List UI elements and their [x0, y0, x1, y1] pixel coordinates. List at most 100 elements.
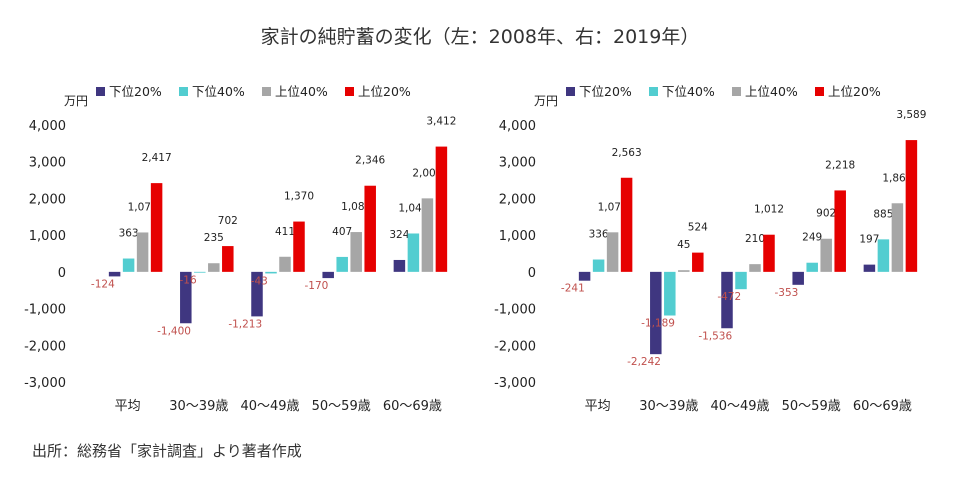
bar: [364, 185, 376, 272]
chart-2019: 万円 4,000 3,000 2,000 1,000 0 -1,000 -2,000 -3,00…: [480, 80, 950, 420]
y-axis-unit: 万円: [534, 94, 558, 108]
legend-label: 下位40%: [192, 84, 245, 99]
data-label: 45: [677, 239, 690, 251]
x-category-label: 50～59歳: [782, 399, 841, 414]
y-tick-label: 3,000: [499, 156, 536, 171]
x-category-label: 平均: [585, 399, 611, 414]
chart-svg: 万円 4,000 3,000 2,000 1,000 0 -1,000 -2,000 -3,00…: [24, 84, 456, 414]
y-tick-label: 3,000: [29, 156, 66, 171]
data-label: -170: [305, 280, 329, 292]
legend-label: 上位40%: [745, 84, 798, 99]
data-label: 336: [589, 229, 609, 241]
bar: [336, 256, 348, 272]
bar: [877, 239, 890, 272]
data-label: 2,417: [142, 152, 172, 164]
data-label: 902: [816, 208, 836, 220]
bar: [891, 203, 904, 272]
figure-title: 家計の純貯蓄の変化（左：2008年、右：2019年）: [260, 26, 700, 48]
bar: [222, 246, 234, 272]
y-tick-label: 4,000: [499, 119, 536, 134]
data-label: 2,563: [612, 147, 642, 159]
bar: [407, 233, 420, 272]
legend-swatch: [179, 87, 188, 96]
data-label: 2,218: [825, 159, 855, 171]
x-category-label: 40～49歳: [710, 399, 769, 414]
bar: [792, 271, 804, 285]
y-tick-label: -1,000: [24, 303, 66, 318]
y-tick-label: 0: [58, 266, 66, 281]
bar: [592, 259, 605, 272]
bar: [180, 271, 192, 324]
bar: [122, 258, 135, 272]
y-tick-label: -3,000: [24, 376, 66, 391]
legend-swatch: [649, 87, 658, 96]
chart-svg: 万円 4,000 3,000 2,000 1,000 0 -1,000 -2,000 -3,00…: [494, 84, 926, 414]
bar: [279, 256, 291, 272]
data-label: -1,536: [698, 330, 732, 342]
bar: [806, 262, 818, 272]
data-label: 885: [873, 208, 893, 220]
data-label: 1,012: [754, 204, 784, 216]
y-tick-label: 1,000: [499, 229, 536, 244]
bar: [265, 271, 277, 274]
bar: [293, 221, 305, 272]
y-tick-label: -2,000: [24, 339, 66, 354]
bar: [650, 271, 662, 355]
data-label: -16: [179, 274, 196, 286]
bar: [820, 238, 832, 272]
data-label: -1,400: [157, 325, 191, 337]
bar: [421, 198, 434, 272]
x-category-label: 30～39歳: [639, 399, 698, 414]
bar: [322, 271, 334, 279]
data-label: -43: [251, 275, 268, 287]
data-label: 363: [119, 228, 139, 240]
data-label: 702: [218, 215, 238, 227]
legend-label: 上位20%: [828, 84, 881, 99]
y-tick-label: -3,000: [494, 376, 536, 391]
data-label: 1,370: [284, 191, 314, 203]
bar: [664, 271, 676, 316]
x-category-label: 60～69歳: [853, 399, 912, 414]
legend-swatch: [815, 87, 824, 96]
y-axis-unit: 万円: [64, 94, 88, 108]
data-label: -472: [717, 291, 741, 303]
data-label: 210: [745, 233, 765, 245]
y-tick-label: -1,000: [494, 303, 536, 318]
bar: [393, 259, 406, 272]
data-label: 235: [204, 232, 224, 244]
source-note: 出所：総務省「家計調査」より著者作成: [32, 442, 302, 460]
legend-label: 上位40%: [275, 84, 328, 99]
data-label: -124: [91, 278, 115, 290]
bar: [136, 232, 149, 272]
y-tick-label: 2,000: [499, 192, 536, 207]
bar: [678, 270, 690, 272]
x-category-label: 40～49歳: [240, 399, 299, 414]
chart-2008: 万円 4,000 3,000 2,000 1,000 0 -1,000 -2,000 -3,00…: [10, 80, 480, 420]
data-label: -353: [775, 287, 799, 299]
data-label: 1,868: [882, 172, 912, 184]
data-label: 324: [389, 229, 409, 241]
x-category-label: 平均: [115, 399, 141, 414]
bar: [763, 234, 775, 272]
bar: [606, 232, 619, 272]
legend-swatch: [345, 87, 354, 96]
legend-label: 下位20%: [109, 84, 162, 99]
bar: [749, 264, 761, 272]
bar: [350, 232, 362, 272]
data-label: 1,073: [128, 201, 158, 213]
data-label: 249: [802, 232, 822, 244]
y-tick-label: 0: [528, 266, 536, 281]
bar: [108, 271, 121, 277]
legend-swatch: [566, 87, 575, 96]
data-label: 3,589: [896, 109, 926, 121]
bar: [620, 177, 633, 272]
y-tick-label: 1,000: [29, 229, 66, 244]
y-tick-label: 4,000: [29, 119, 66, 134]
data-label: 1,084: [341, 201, 371, 213]
x-category-label: 30～39歳: [169, 399, 228, 414]
legend-swatch: [262, 87, 271, 96]
data-label: 2,346: [355, 155, 385, 167]
bar: [735, 271, 747, 290]
data-label: 407: [332, 226, 352, 238]
data-label: 3,412: [426, 116, 456, 128]
